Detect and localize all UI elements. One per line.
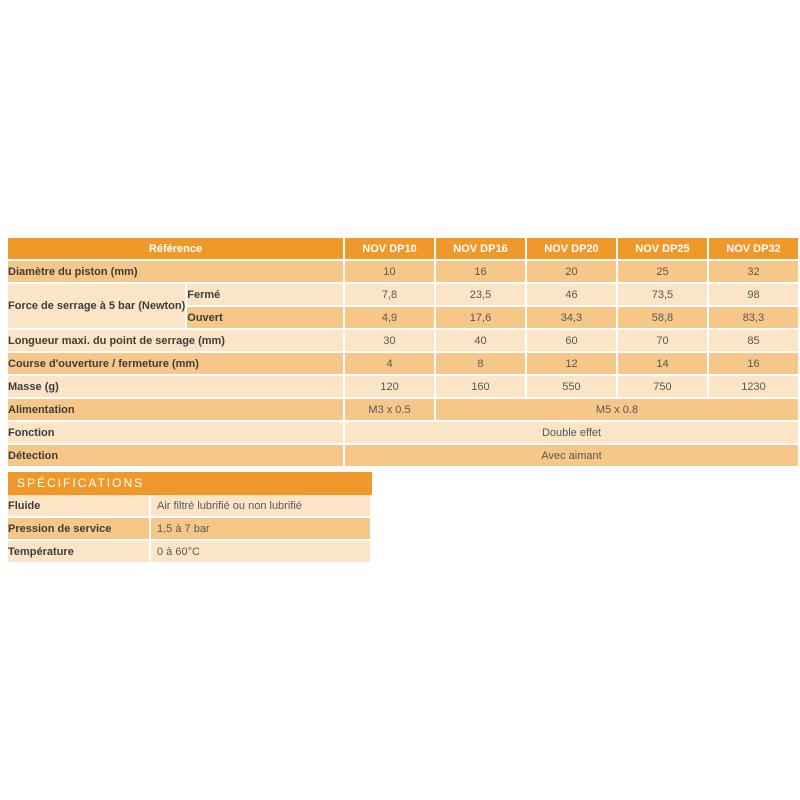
spec-label-pression: Pression de service bbox=[8, 518, 149, 539]
cell-diametre-dp20: 20 bbox=[526, 261, 616, 282]
cell-masse-dp10: 120 bbox=[345, 376, 434, 397]
spec-value-temperature: 0 à 60°C bbox=[151, 541, 370, 562]
row-label-longueur: Longueur maxi. du point de serrage (mm) bbox=[8, 330, 344, 351]
cell-course-dp32: 16 bbox=[708, 353, 798, 374]
cell-alimentation-dp16-dp32: M5 x 0.8 bbox=[436, 399, 798, 420]
spec-value-pression: 1,5 à 7 bar bbox=[151, 518, 370, 539]
col-header-nov-dp20: NOV DP20 bbox=[526, 238, 616, 259]
row-course-ouverture: Course d'ouverture / fermeture (mm) 4 8 … bbox=[8, 353, 798, 374]
cell-ferme-dp25: 73,5 bbox=[617, 284, 707, 305]
row-diametre-piston: Diamètre du piston (mm) 10 16 20 25 32 bbox=[8, 261, 798, 282]
row-label-masse: Masse (g) bbox=[8, 376, 344, 397]
row-label-fonction: Fonction bbox=[8, 422, 344, 443]
spec-label-fluide: Fluide bbox=[8, 495, 149, 516]
cell-masse-dp16: 160 bbox=[436, 376, 525, 397]
row-label-alimentation: Alimentation bbox=[8, 399, 344, 420]
cell-course-dp25: 14 bbox=[617, 353, 707, 374]
spec-label-temperature: Température bbox=[8, 541, 149, 562]
row-force-ouvert: Ouvert 4,9 17,6 34,3 58,8 83,3 bbox=[8, 307, 798, 328]
cell-course-dp10: 4 bbox=[345, 353, 434, 374]
cell-ferme-dp16: 23,5 bbox=[436, 284, 525, 305]
cell-course-dp20: 12 bbox=[526, 353, 616, 374]
cell-ouvert-dp25: 58,8 bbox=[617, 307, 707, 328]
row-pression: Pression de service 1,5 à 7 bar bbox=[8, 518, 370, 539]
cell-masse-dp32: 1230 bbox=[708, 376, 798, 397]
row-sublabel-ouvert: Ouvert bbox=[187, 307, 344, 328]
col-header-nov-dp10: NOV DP10 bbox=[345, 238, 434, 259]
product-reference-table: Référence NOV DP10 NOV DP16 NOV DP20 NOV… bbox=[6, 236, 800, 468]
row-label-force-serrage: Force de serrage à 5 bar (Newton) bbox=[8, 284, 186, 328]
row-detection: Détection Avec aimant bbox=[8, 445, 798, 466]
cell-diametre-dp32: 32 bbox=[708, 261, 798, 282]
row-label-course: Course d'ouverture / fermeture (mm) bbox=[8, 353, 344, 374]
cell-diametre-dp16: 16 bbox=[436, 261, 525, 282]
row-fluide: Fluide Air filtré lubrifié ou non lubrif… bbox=[8, 495, 370, 516]
col-header-reference: Référence bbox=[8, 238, 344, 259]
row-label-detection: Détection bbox=[8, 445, 344, 466]
specifications-section-title: SPÉCIFICATIONS bbox=[8, 472, 372, 495]
cell-diametre-dp25: 25 bbox=[617, 261, 707, 282]
cell-longueur-dp10: 30 bbox=[345, 330, 434, 351]
col-header-nov-dp25: NOV DP25 bbox=[617, 238, 707, 259]
cell-alimentation-dp10: M3 x 0.5 bbox=[345, 399, 434, 420]
cell-ouvert-dp16: 17,6 bbox=[436, 307, 525, 328]
row-masse: Masse (g) 120 160 550 750 1230 bbox=[8, 376, 798, 397]
cell-masse-dp25: 750 bbox=[617, 376, 707, 397]
cell-diametre-dp10: 10 bbox=[345, 261, 434, 282]
row-fonction: Fonction Double effet bbox=[8, 422, 798, 443]
cell-longueur-dp25: 70 bbox=[617, 330, 707, 351]
cell-course-dp16: 8 bbox=[436, 353, 525, 374]
cell-ferme-dp32: 98 bbox=[708, 284, 798, 305]
spec-value-fluide: Air filtré lubrifié ou non lubrifié bbox=[151, 495, 370, 516]
col-header-nov-dp32: NOV DP32 bbox=[708, 238, 798, 259]
row-alimentation: Alimentation M3 x 0.5 M5 x 0.8 bbox=[8, 399, 798, 420]
row-temperature: Température 0 à 60°C bbox=[8, 541, 370, 562]
cell-detection-all: Avec aimant bbox=[345, 445, 798, 466]
header-row: Référence NOV DP10 NOV DP16 NOV DP20 NOV… bbox=[8, 238, 798, 259]
row-label-diametre: Diamètre du piston (mm) bbox=[8, 261, 344, 282]
cell-ferme-dp10: 7,8 bbox=[345, 284, 434, 305]
specifications-table: Fluide Air filtré lubrifié ou non lubrif… bbox=[6, 493, 372, 564]
col-header-nov-dp16: NOV DP16 bbox=[436, 238, 525, 259]
row-longueur-serrage: Longueur maxi. du point de serrage (mm) … bbox=[8, 330, 798, 351]
cell-ferme-dp20: 46 bbox=[526, 284, 616, 305]
cell-longueur-dp20: 60 bbox=[526, 330, 616, 351]
cell-ouvert-dp20: 34,3 bbox=[526, 307, 616, 328]
cell-fonction-all: Double effet bbox=[345, 422, 798, 443]
row-force-ferme: Force de serrage à 5 bar (Newton) Fermé … bbox=[8, 284, 798, 328]
cell-longueur-dp32: 85 bbox=[708, 330, 798, 351]
cell-ouvert-dp10: 4,9 bbox=[345, 307, 434, 328]
cell-ouvert-dp32: 83,3 bbox=[708, 307, 798, 328]
cell-longueur-dp16: 40 bbox=[436, 330, 525, 351]
row-sublabel-ferme: Fermé bbox=[187, 284, 344, 305]
cell-masse-dp20: 550 bbox=[526, 376, 616, 397]
